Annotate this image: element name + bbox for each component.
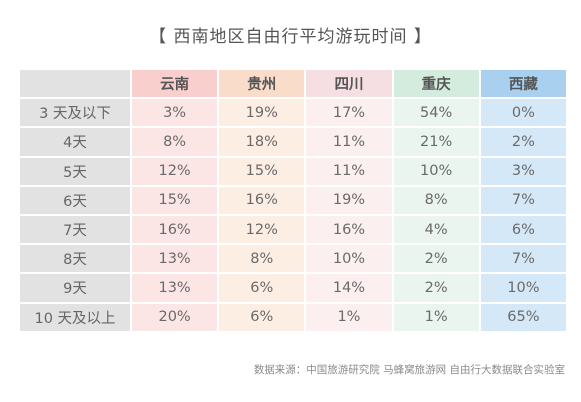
table-cell: 14% (306, 274, 392, 302)
row-label: 9天 (20, 274, 130, 302)
table-cell: 8% (132, 128, 218, 156)
table-row: 8天 13% 8% 10% 2% 7% (20, 245, 566, 273)
column-header-guizhou: 贵州 (219, 70, 305, 98)
table-cell: 6% (219, 274, 305, 302)
table-row: 9天 13% 6% 14% 2% 10% (20, 274, 566, 302)
row-label: 4天 (20, 128, 130, 156)
source-note: 数据来源：中国旅游研究院 马蜂窝旅游网 自由行大数据联合实验室 (253, 364, 565, 376)
column-header-chongqing: 重庆 (393, 70, 479, 98)
table-cell: 19% (219, 99, 305, 127)
row-label: 7天 (20, 215, 130, 244)
table-cell: 4% (393, 215, 479, 244)
row-label: 5天 (20, 157, 130, 185)
table-cell: 3% (480, 157, 566, 185)
table-cell: 10% (306, 245, 392, 273)
table-cell: 15% (132, 186, 218, 214)
row-label: 10 天及以上 (20, 303, 130, 331)
table-cell: 2% (393, 274, 479, 302)
table-row: 10 天及以上 20% 6% 1% 1% 65% (20, 303, 566, 331)
table-cell: 16% (306, 215, 392, 244)
chart-title: 【 西南地区自由行平均游玩时间 】 (149, 27, 432, 47)
row-label: 6天 (20, 186, 130, 214)
table-cell: 7% (480, 245, 566, 273)
table-cell: 13% (132, 274, 218, 302)
table-cell: 10% (393, 157, 479, 185)
table-body: 3 天及以下 3% 19% 17% 54% 0% 4天 8% 18% 11% 21% 2% 5天 12% 1… (20, 99, 566, 331)
column-header-yunnan: 云南 (132, 70, 218, 98)
table-cell: 15% (219, 157, 305, 185)
table-row: 6天 15% 16% 19% 8% 7% (20, 186, 566, 214)
table-cell: 2% (480, 128, 566, 156)
table-cell: 7% (480, 186, 566, 214)
table-cell: 6% (219, 303, 305, 331)
row-label: 3 天及以下 (20, 99, 130, 127)
table-cell: 21% (393, 128, 479, 156)
table-cell: 3% (132, 99, 218, 127)
table-row: 5天 12% 15% 11% 10% 3% (20, 157, 566, 185)
table-cell: 18% (219, 128, 305, 156)
table-cell: 8% (219, 245, 305, 273)
table-cell: 12% (219, 215, 305, 244)
table-row: 4天 8% 18% 11% 21% 2% (20, 128, 566, 156)
table-cell: 17% (306, 99, 392, 127)
table-cell: 1% (306, 303, 392, 331)
table-cell: 6% (480, 215, 566, 244)
table-cell: 11% (306, 128, 392, 156)
table-cell: 19% (306, 186, 392, 214)
column-header-sichuan: 四川 (306, 70, 392, 98)
table-cell: 20% (132, 303, 218, 331)
corner-cell (20, 70, 130, 98)
table-cell: 11% (306, 157, 392, 185)
table-cell: 0% (480, 99, 566, 127)
table-cell: 12% (132, 157, 218, 185)
table-row: 3 天及以下 3% 19% 17% 54% 0% (20, 99, 566, 127)
column-header-xizang: 西藏 (480, 70, 566, 98)
table-cell: 16% (132, 215, 218, 244)
table-cell: 16% (219, 186, 305, 214)
table-cell: 10% (480, 274, 566, 302)
table-cell: 8% (393, 186, 479, 214)
table-cell: 65% (480, 303, 566, 331)
table-cell: 2% (393, 245, 479, 273)
table-cell: 13% (132, 245, 218, 273)
header-row: 云南 贵州 四川 重庆 西藏 (20, 70, 566, 98)
row-label: 8天 (20, 245, 130, 273)
table-row: 7天 16% 12% 16% 4% 6% (20, 215, 566, 244)
table-cell: 1% (393, 303, 479, 331)
data-table: 云南 贵州 四川 重庆 西藏 3 天及以下 3% 19% 17% 54% 0% 4天 8% 18… (18, 68, 568, 333)
table-cell: 54% (393, 99, 479, 127)
